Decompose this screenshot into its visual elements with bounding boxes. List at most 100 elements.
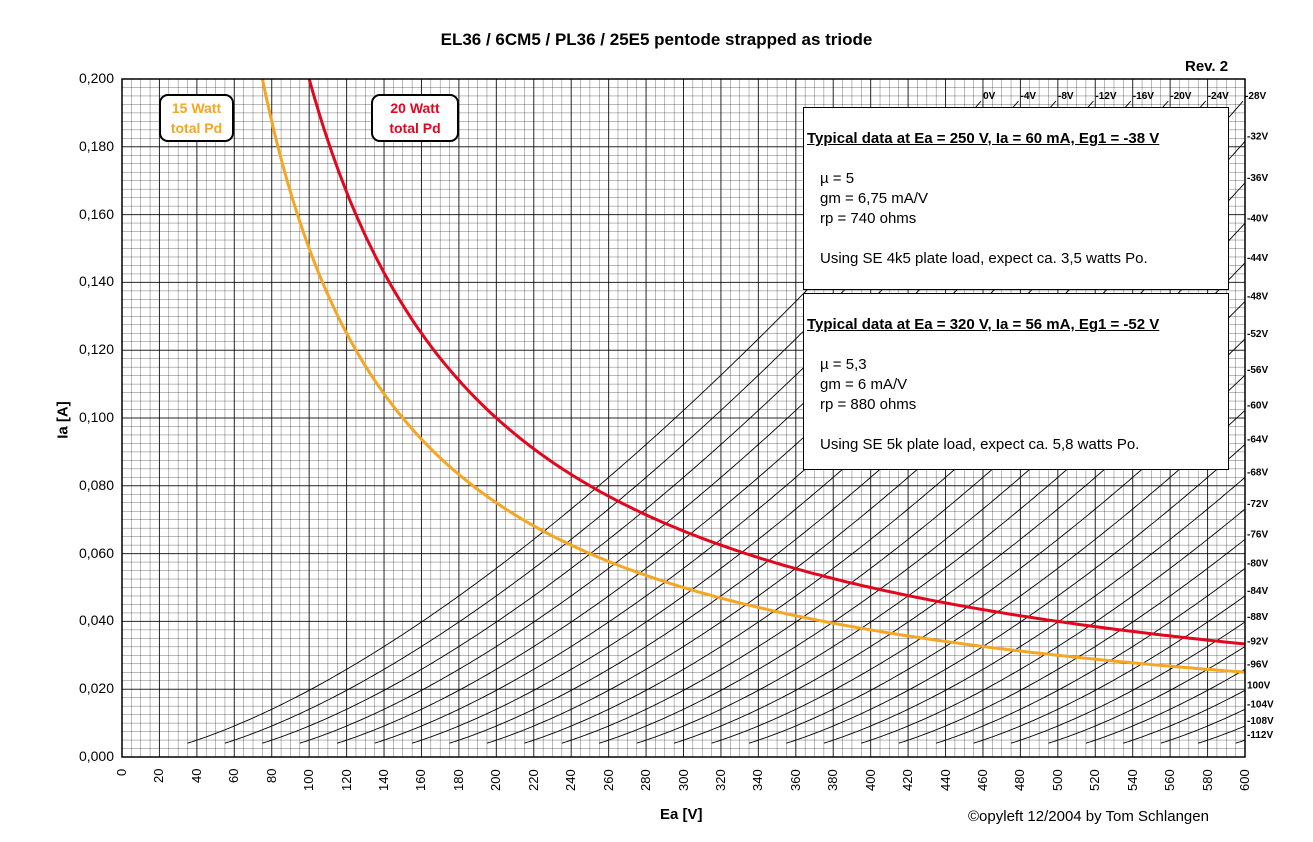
- grid-curve--108V: [1198, 725, 1246, 744]
- grid-curve--68V: [823, 476, 1246, 744]
- y-tick-label: 0,180: [78, 137, 114, 154]
- x-tick-label: 320: [712, 768, 728, 791]
- x-axis-label: Ea [V]: [660, 806, 703, 823]
- copyright-note: ©opyleft 12/2004 by Tom Schlangen: [968, 808, 1209, 825]
- plot-frame: [121, 78, 1246, 758]
- grid-curve-label: -112V: [1247, 730, 1273, 741]
- x-tick-label: 220: [525, 768, 541, 791]
- grid-curve-label: -32V: [1247, 131, 1268, 142]
- grid-curve--104V: [1160, 708, 1246, 744]
- box-rp: rp = 880 ohms: [820, 396, 917, 413]
- x-tick-label: 520: [1087, 768, 1103, 791]
- grid-curve-label: -44V: [1247, 253, 1268, 264]
- legend-15-watt-line1: 15 Watt: [171, 100, 222, 116]
- x-tick-label: 360: [787, 768, 803, 791]
- grid-curve-label: -84V: [1247, 586, 1268, 597]
- y-tick-label: 0,100: [78, 409, 114, 425]
- x-tick-label: 60: [226, 768, 242, 783]
- x-tick-label: 600: [1237, 768, 1252, 791]
- legend-20-watt: 20 Watt total Pd: [371, 94, 459, 142]
- grid-curve--76V: [898, 538, 1246, 744]
- box-mu: µ = 5: [820, 170, 855, 187]
- grid-curve--80V: [936, 567, 1246, 744]
- grid-curve-label: -104V: [1247, 699, 1274, 710]
- grid-curve-label: -60V: [1247, 400, 1268, 411]
- grid-curve-label: -68V: [1247, 467, 1268, 478]
- typical-data-box-320v: Typical data at Ea = 320 V, Ia = 56 mA, …: [803, 293, 1229, 470]
- x-tick-label: 480: [1012, 768, 1028, 791]
- grid-curve-label: 100V: [1247, 680, 1271, 691]
- legend-20-watt-line1: 20 Watt: [390, 100, 440, 116]
- grid-curve--84V: [973, 595, 1246, 744]
- x-tick-label: 560: [1162, 768, 1178, 791]
- legend-15-watt-line2: total Pd: [170, 120, 223, 136]
- grid-curve-label: -28V: [1245, 91, 1266, 102]
- grid-curve-label: -88V: [1247, 612, 1268, 623]
- grid-curve-label: -24V: [1208, 91, 1229, 102]
- grid-curve-label: -20V: [1170, 91, 1191, 102]
- legend-20-watt-line2: total Pd: [389, 120, 441, 136]
- grid-curve-label: -64V: [1247, 435, 1268, 446]
- legend-15-watt: 15 Watt total Pd: [159, 94, 234, 142]
- typical-data-box-250v: Typical data at Ea = 250 V, Ia = 60 mA, …: [803, 107, 1229, 290]
- dissipation-curve-15w: [260, 78, 1246, 674]
- x-tick-label: 260: [600, 768, 616, 791]
- x-tick-label: 380: [825, 768, 841, 791]
- grid-curve-label: -8V: [1058, 91, 1074, 102]
- y-tick-label: 0,020: [78, 680, 114, 697]
- x-tick-label: 460: [974, 768, 990, 791]
- grid-curve-label: -96V: [1247, 659, 1268, 670]
- revision-label: Rev. 2: [1185, 58, 1229, 75]
- x-tick-label: 280: [638, 768, 654, 791]
- y-tick-label: 0,040: [78, 612, 114, 629]
- grid-curve-label: -36V: [1247, 173, 1268, 184]
- x-tick-label: 500: [1049, 768, 1065, 791]
- grid-curve--96V: [1085, 668, 1246, 744]
- grid-curve-label: -56V: [1247, 365, 1268, 376]
- grid-curve-label: -92V: [1247, 637, 1268, 648]
- grid-curve--88V: [1010, 621, 1246, 744]
- box-note: Using SE 5k plate load, expect ca. 5,8 w…: [820, 436, 1140, 453]
- grid-curve-label: -52V: [1247, 329, 1268, 340]
- box-heading: Typical data at Ea = 250 V, Ia = 60 mA, …: [807, 130, 1160, 147]
- x-tick-label: 240: [563, 768, 579, 791]
- box-mu: µ = 5,3: [820, 356, 867, 373]
- x-tick-label: 440: [937, 768, 953, 791]
- grid-curve--112V: [1235, 739, 1246, 744]
- x-tick-label: 140: [376, 768, 392, 791]
- grid-curve-label: 0V: [983, 91, 996, 102]
- grid-curve--92V: [1048, 646, 1246, 744]
- x-tick-label: 400: [862, 768, 878, 791]
- y-tick-label: 0,120: [78, 341, 114, 358]
- x-tick-label: 580: [1199, 768, 1215, 791]
- grid-curve-label: -108V: [1247, 716, 1274, 727]
- x-tick-label: 200: [488, 768, 504, 791]
- y-tick-label: 0,000: [78, 748, 114, 764]
- box-gm: gm = 6,75 mA/V: [820, 190, 928, 207]
- x-tick-label: 300: [675, 768, 691, 791]
- y-tick-label: 0,080: [78, 476, 114, 493]
- x-tick-label: 80: [263, 768, 279, 783]
- grid-curve-label: -40V: [1247, 213, 1268, 224]
- y-tick-label: 0,140: [78, 273, 114, 290]
- dissipation-curve-20w: [307, 78, 1246, 646]
- grid-curve-label: -4V: [1021, 91, 1037, 102]
- x-tick-label: 540: [1124, 768, 1140, 791]
- box-rp: rp = 740 ohms: [820, 210, 917, 227]
- x-tick-label: 120: [338, 768, 354, 791]
- grid-voltage-labels: 0V -4V -8V -12V -16V -20V -24V -28V -32V -36V -40V…: [983, 91, 1274, 741]
- grid-curve-label: -12V: [1095, 91, 1116, 102]
- grid-curve-label: -48V: [1247, 291, 1268, 302]
- grid-curve--64V: [786, 444, 1246, 744]
- grid-curve-label: -76V: [1247, 529, 1268, 540]
- x-tick-label: 40: [188, 768, 204, 783]
- grid-curve-label: -16V: [1133, 91, 1154, 102]
- y-tick-label: 0,160: [78, 205, 114, 222]
- y-tick-label: 0,060: [78, 544, 114, 561]
- x-tick-label: 340: [750, 768, 766, 791]
- x-tick-label: 0: [114, 768, 129, 776]
- grid-curve-label: -80V: [1247, 558, 1268, 569]
- box-heading: Typical data at Ea = 320 V, Ia = 56 mA, …: [807, 316, 1160, 333]
- x-tick-label: 160: [413, 768, 429, 791]
- dissipation-curves: [260, 78, 1246, 674]
